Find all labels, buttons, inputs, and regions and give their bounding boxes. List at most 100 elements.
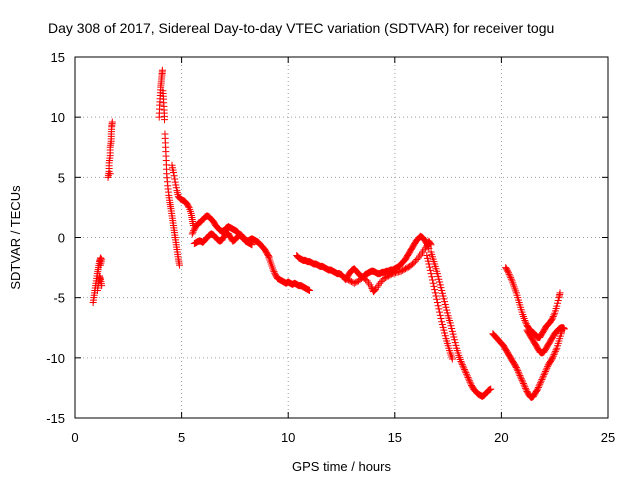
data-point xyxy=(505,270,513,278)
data-point xyxy=(426,263,434,271)
data-point xyxy=(352,278,360,286)
data-point xyxy=(434,302,442,310)
data-point xyxy=(457,357,465,365)
data-point xyxy=(550,311,558,319)
y-tick-label: -10 xyxy=(46,351,65,366)
data-point xyxy=(169,169,177,177)
x-tick-label: 15 xyxy=(388,430,402,445)
data-point xyxy=(458,361,466,369)
data-point xyxy=(106,170,114,178)
data-point xyxy=(549,314,557,322)
data-point xyxy=(461,367,469,375)
y-tick-label: 10 xyxy=(51,110,65,125)
data-point xyxy=(514,368,522,376)
data-point xyxy=(540,371,548,379)
data-point xyxy=(248,241,256,249)
data-point xyxy=(514,367,522,375)
data-point xyxy=(431,286,439,294)
data-point xyxy=(534,385,542,393)
data-point xyxy=(427,241,435,249)
data-point xyxy=(350,279,358,287)
data-point xyxy=(515,370,523,378)
data-point xyxy=(539,374,547,382)
data-point xyxy=(399,266,407,274)
y-tick-label: -5 xyxy=(53,291,65,306)
data-point xyxy=(550,351,558,359)
data-point xyxy=(549,354,557,362)
data-point xyxy=(518,376,526,384)
data-point xyxy=(433,298,441,306)
data-point xyxy=(519,378,527,386)
data-point xyxy=(520,381,528,389)
data-point xyxy=(184,202,192,210)
data-point xyxy=(426,266,434,274)
data-points xyxy=(89,66,568,402)
data-point xyxy=(549,313,557,321)
data-point xyxy=(189,228,197,236)
data-point xyxy=(538,375,546,383)
data-point xyxy=(534,384,542,392)
data-point xyxy=(158,66,166,74)
data-point xyxy=(465,375,473,383)
data-point xyxy=(171,175,179,183)
y-tick-label: -15 xyxy=(46,411,65,426)
data-point xyxy=(397,267,405,275)
data-point xyxy=(161,116,169,124)
data-point xyxy=(426,240,434,248)
data-point xyxy=(535,382,543,390)
data-point xyxy=(342,274,350,282)
data-point xyxy=(459,362,467,370)
plot-frame xyxy=(74,56,609,419)
data-point xyxy=(552,346,560,354)
y-tick-label: 5 xyxy=(58,170,65,185)
data-point xyxy=(429,279,437,287)
data-point xyxy=(506,272,514,280)
data-point xyxy=(522,318,530,326)
data-point xyxy=(507,274,515,282)
data-point xyxy=(521,383,529,391)
data-point xyxy=(400,266,408,274)
data-point xyxy=(96,277,104,285)
data-point xyxy=(413,256,421,264)
data-point xyxy=(306,286,314,294)
data-point xyxy=(543,364,551,372)
data-point xyxy=(516,371,524,379)
data-point xyxy=(436,308,444,316)
data-point xyxy=(423,242,431,250)
data-point xyxy=(170,172,178,180)
data-point xyxy=(541,367,549,375)
x-tick-label: 20 xyxy=(494,430,508,445)
data-point xyxy=(382,274,390,282)
data-point xyxy=(343,275,351,283)
x-tick-label: 0 xyxy=(71,430,78,445)
data-point xyxy=(460,364,468,372)
data-point xyxy=(376,279,384,287)
data-point xyxy=(269,266,277,274)
data-point xyxy=(560,325,568,333)
data-point xyxy=(551,347,559,355)
data-point xyxy=(458,359,466,367)
data-point xyxy=(542,366,550,374)
data-point xyxy=(380,274,388,282)
data-point xyxy=(270,268,278,276)
data-point xyxy=(384,272,392,280)
data-point xyxy=(428,276,436,284)
data-point xyxy=(507,275,515,283)
x-tick-label: 5 xyxy=(178,430,185,445)
data-point xyxy=(556,289,564,297)
data-point xyxy=(464,373,472,381)
data-point xyxy=(551,349,559,357)
x-axis-label: GPS time / hours xyxy=(292,459,391,474)
data-point xyxy=(536,379,544,387)
data-point xyxy=(504,267,512,275)
data-point xyxy=(463,370,471,378)
data-point xyxy=(539,372,547,380)
data-point xyxy=(433,295,441,303)
data-point xyxy=(522,384,530,392)
data-point xyxy=(346,277,354,285)
data-point xyxy=(435,305,443,313)
data-point xyxy=(517,373,525,381)
data-point xyxy=(431,289,439,297)
data-point xyxy=(517,375,525,383)
